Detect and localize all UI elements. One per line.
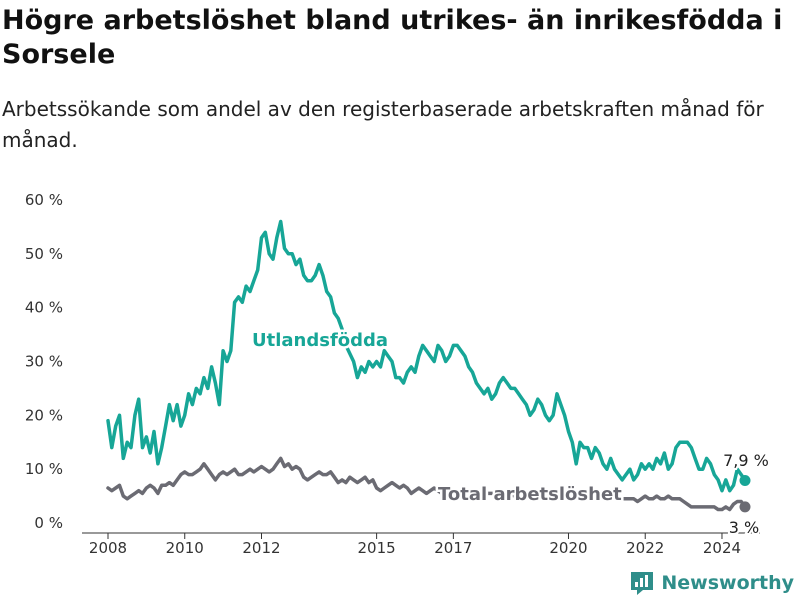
x-tick-label: 2008: [89, 539, 127, 557]
y-tick-label: 10 %: [25, 460, 63, 478]
brand-name: Newsworthy: [661, 572, 794, 594]
x-tick-label: 2015: [358, 539, 396, 557]
x-tick-label: 2012: [242, 539, 280, 557]
y-tick-label: 0 %: [34, 514, 63, 532]
y-tick-label: 60 %: [25, 191, 63, 209]
x-tick-label: 2022: [626, 539, 664, 557]
chart-subtitle: Arbetssökande som andel av den registerb…: [2, 97, 764, 152]
x-axis: 2008 2010 2012 2015 2017 2020 2022 2024: [82, 532, 760, 557]
x-tick-label: 2010: [166, 539, 204, 557]
end-value-total: 3 %: [729, 518, 759, 537]
y-axis: 0 % 10 % 20 % 30 % 40 % 50 % 60 %: [25, 191, 63, 532]
series-total-line: [106, 456, 747, 512]
series-labels: Utlandsfödda Total arbetslöshet 7,9 % 3 %: [250, 328, 771, 540]
x-tick-label: 2017: [434, 539, 472, 557]
x-tick-label: 2024: [703, 539, 741, 557]
series-utlandsfodda-line: [106, 219, 747, 493]
bar-chart-logo-icon: [631, 572, 654, 595]
label-utlandsfodda: Utlandsfödda: [252, 330, 388, 351]
series-total-end-point: [739, 501, 751, 513]
series-utlandsfodda-end-point: [739, 474, 751, 486]
y-tick-label: 30 %: [25, 353, 63, 371]
y-tick-label: 20 %: [25, 406, 63, 424]
chart-title: Högre arbetslöshet bland utrikes- än inr…: [2, 5, 783, 70]
x-tick-label: 2020: [549, 539, 587, 557]
newsworthy-logo: Newsworthy: [629, 570, 794, 596]
series-layer: [106, 219, 751, 513]
end-value-utlandsfodda: 7,9 %: [723, 451, 769, 470]
label-total-arbetsloshet: Total arbetslöshet: [438, 484, 622, 505]
y-tick-label: 40 %: [25, 299, 63, 317]
y-tick-label: 50 %: [25, 245, 63, 263]
